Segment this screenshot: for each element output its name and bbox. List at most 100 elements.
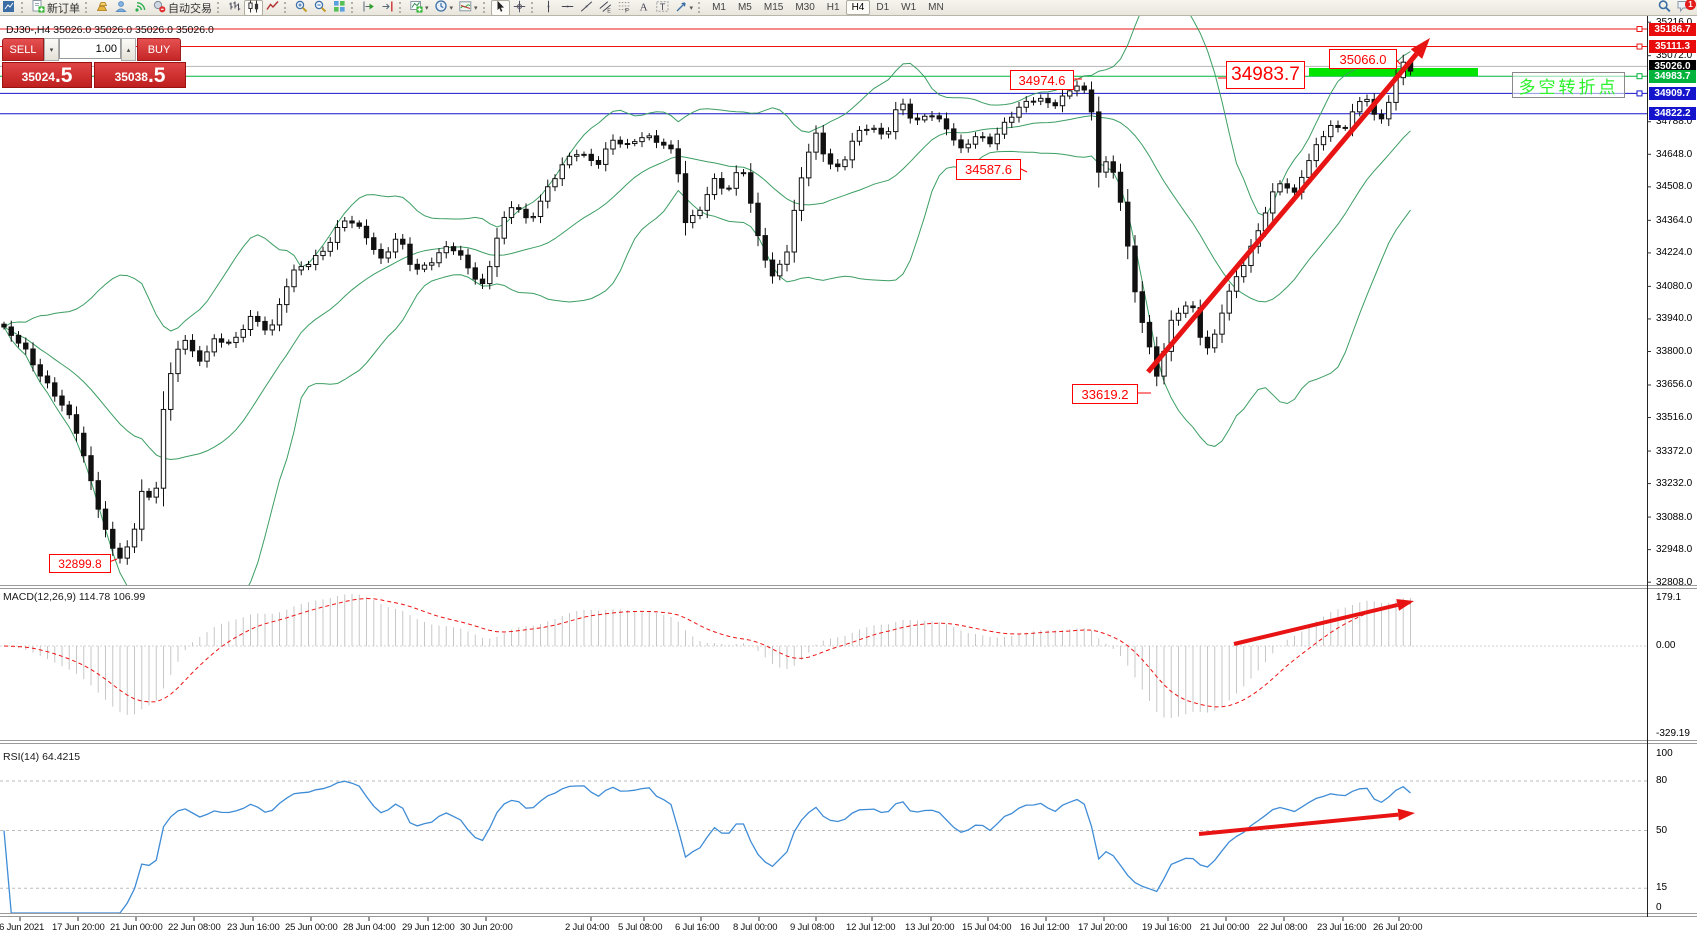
timeframe-MN-button[interactable]: MN bbox=[928, 2, 944, 13]
templates-icon bbox=[459, 0, 472, 16]
toolbar-separator bbox=[351, 2, 357, 13]
search-button[interactable] bbox=[1655, 0, 1674, 16]
shapes-icon bbox=[675, 0, 688, 16]
timeframe-M30-button[interactable]: M30 bbox=[795, 2, 815, 13]
text-button[interactable]: A bbox=[634, 0, 653, 16]
svg-text:F: F bbox=[625, 7, 629, 12]
timeframe-D1-button[interactable]: D1 bbox=[876, 2, 890, 13]
line-handle bbox=[1636, 43, 1643, 50]
label-icon: T bbox=[655, 0, 669, 16]
time-axis-label: 22 Jul 08:00 bbox=[1258, 922, 1308, 933]
volume-increase-button[interactable]: ▴ bbox=[121, 38, 136, 61]
trendline-icon bbox=[580, 0, 593, 16]
price-swing-label: 34983.7 bbox=[1226, 61, 1305, 89]
chart-area: DJ30-,H4 35026.0 35026.0 35026.0 35026.0… bbox=[0, 16, 1697, 937]
trend-arrow-head bbox=[1396, 599, 1414, 611]
timeframe-M15-button[interactable]: M15 bbox=[763, 2, 784, 13]
rsi-axis-tick: 15 bbox=[1656, 882, 1668, 893]
macd-axis-tick: -329.19 bbox=[1656, 728, 1690, 739]
price-axis-flag: 34909.7 bbox=[1649, 86, 1696, 100]
crosshair-button[interactable] bbox=[510, 0, 529, 16]
notification-badge: 1 bbox=[1685, 0, 1696, 10]
rsi-line bbox=[3, 780, 1411, 913]
time-axis-label: 21 Jul 00:00 bbox=[1200, 922, 1250, 933]
label-button[interactable]: T bbox=[653, 0, 672, 16]
tile-windows-button[interactable] bbox=[330, 0, 349, 16]
periods-button[interactable] bbox=[432, 0, 457, 16]
timeframe-M5-button[interactable]: M5 bbox=[737, 2, 752, 13]
price-axis-tick: 34648.0 bbox=[1656, 148, 1693, 160]
new-order-button[interactable]: 新订单 bbox=[29, 0, 83, 16]
time-axis-label: 9 Jul 08:00 bbox=[790, 922, 835, 933]
time-axis-label: 15 Jul 04:00 bbox=[962, 922, 1012, 933]
bar-chart-button[interactable] bbox=[225, 0, 244, 16]
gold-icon bbox=[96, 0, 109, 16]
rsi-axis-tick: 80 bbox=[1656, 775, 1668, 786]
rsi-axis-tick: 50 bbox=[1656, 825, 1668, 836]
rsi-axis-tick: 0 bbox=[1656, 902, 1662, 913]
chart-shift-button[interactable] bbox=[378, 0, 397, 16]
toolbar-separator bbox=[530, 2, 537, 13]
macd-axis-tick: 179.1 bbox=[1656, 592, 1682, 603]
price-axis-flag: 34983.7 bbox=[1649, 69, 1696, 83]
channel-button[interactable]: E bbox=[596, 0, 615, 16]
price-axis-tick: 32808.0 bbox=[1656, 576, 1693, 588]
buy-price-button[interactable]: 35038.5 bbox=[94, 62, 186, 88]
price-axis-flag: 34822.2 bbox=[1649, 107, 1696, 121]
time-axis-label: 23 Jul 16:00 bbox=[1317, 922, 1367, 933]
signals-button[interactable] bbox=[131, 0, 150, 16]
templates-button[interactable] bbox=[456, 0, 481, 16]
time-axis-label: 13 Jul 20:00 bbox=[905, 922, 955, 933]
time-axis-label: 25 Jun 00:00 bbox=[285, 922, 338, 933]
gold-button[interactable] bbox=[93, 0, 112, 16]
shapes-button[interactable] bbox=[672, 0, 697, 16]
periods-icon bbox=[434, 0, 448, 16]
vertical-line-button[interactable] bbox=[539, 0, 558, 16]
app-icon bbox=[3, 0, 16, 16]
timeframe-H4-button[interactable]: H4 bbox=[845, 0, 871, 15]
horizontal-line-button[interactable] bbox=[558, 0, 577, 16]
zoom-out-button[interactable] bbox=[311, 0, 330, 16]
buy-button[interactable]: BUY bbox=[137, 38, 181, 61]
sell-price-button[interactable]: 35024.5 bbox=[2, 62, 93, 88]
chart-title: DJ30-,H4 35026.0 35026.0 35026.0 35026.0 bbox=[6, 24, 214, 36]
toolbar-separator bbox=[698, 2, 704, 13]
price-swing-label: 32899.8 bbox=[49, 554, 111, 573]
price-axis-tick: 34080.0 bbox=[1656, 280, 1693, 292]
macd-indicator-label: MACD(12,26,9) 114.78 106.99 bbox=[3, 591, 146, 603]
price-swing-label: 34974.6 bbox=[1010, 70, 1074, 90]
volume-decrease-button[interactable]: ▾ bbox=[44, 38, 59, 61]
autotrading-button[interactable]: 自动交易 bbox=[150, 0, 215, 16]
cursor-button[interactable] bbox=[490, 0, 510, 16]
one-click-trading-panel: SELL ▾ ▴ BUY 35024.5 35038.5 bbox=[2, 38, 186, 88]
timeframe-M1-button[interactable]: M1 bbox=[712, 2, 726, 13]
community-button[interactable] bbox=[112, 0, 131, 16]
zoom-out-icon bbox=[314, 0, 327, 16]
sell-button[interactable]: SELL bbox=[2, 38, 44, 61]
line-chart-button[interactable] bbox=[263, 0, 282, 16]
candlestick-button[interactable] bbox=[244, 0, 263, 16]
zoom-in-button[interactable] bbox=[292, 0, 311, 16]
price-axis-tick: 33656.0 bbox=[1656, 379, 1693, 391]
app-icon bbox=[0, 0, 19, 16]
indicators-button[interactable] bbox=[407, 0, 432, 16]
trendline-button[interactable] bbox=[577, 0, 596, 16]
macd-signal-line bbox=[3, 597, 1411, 708]
chat-button[interactable]: 1 bbox=[1674, 0, 1696, 16]
price-axis-flag: 35026.0 bbox=[1649, 59, 1696, 73]
channel-icon: E bbox=[599, 0, 612, 16]
svg-text:E: E bbox=[607, 8, 611, 13]
time-axis-label: 16 Jun 2021 bbox=[0, 922, 45, 933]
timeframe-H1-button[interactable]: H1 bbox=[826, 2, 840, 13]
auto-scroll-button[interactable] bbox=[359, 0, 378, 16]
line-chart-icon bbox=[266, 0, 279, 16]
trend-arrow bbox=[1233, 602, 1399, 646]
timeframe-W1-button[interactable]: W1 bbox=[901, 2, 917, 13]
price-axis-tick: 33372.0 bbox=[1656, 445, 1693, 457]
time-axis-label: 22 Jun 08:00 bbox=[168, 922, 221, 933]
toolbar-separator bbox=[85, 2, 91, 13]
chevron-up-icon: ▴ bbox=[126, 46, 131, 54]
volume-input[interactable] bbox=[59, 38, 121, 59]
fibonacci-button[interactable]: F bbox=[615, 0, 634, 16]
